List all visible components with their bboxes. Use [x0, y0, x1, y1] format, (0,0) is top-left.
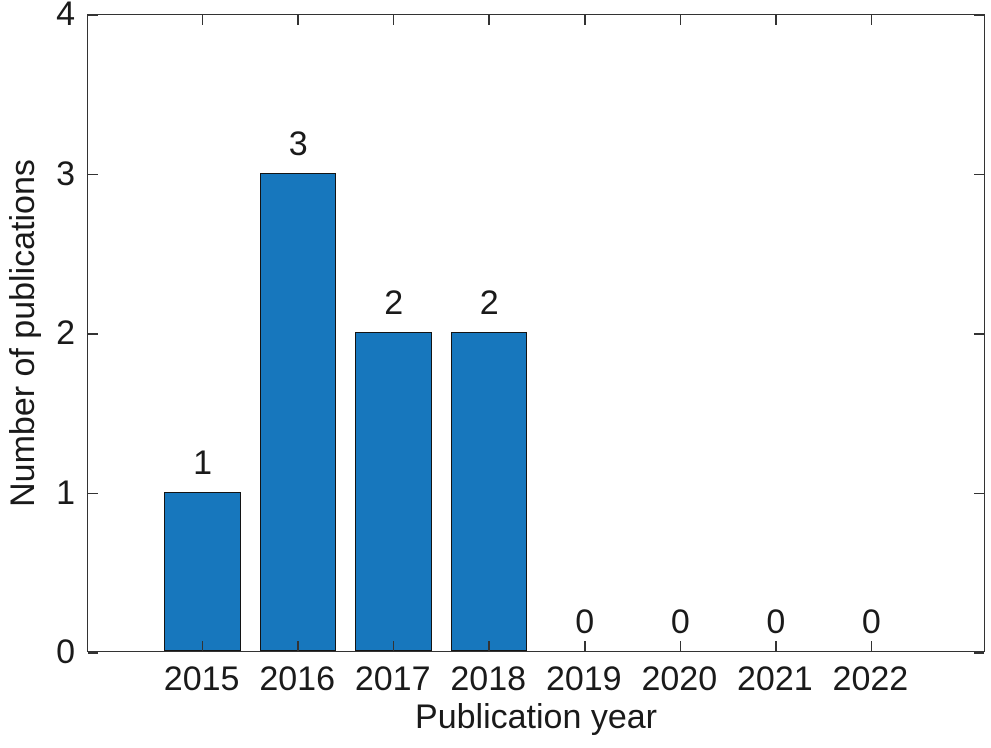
y-tick-mark [88, 652, 98, 654]
y-tick-mark-right [974, 173, 984, 176]
bar-2017 [355, 332, 432, 651]
y-tick-label: 2 [56, 314, 75, 352]
y-tick-mark-right [974, 333, 984, 335]
y-tick-mark-right [974, 652, 984, 654]
y-tick-label: 3 [56, 154, 75, 193]
x-tick-label: 2016 [259, 660, 335, 698]
x-tick-label: 2021 [737, 660, 813, 698]
x-tick-mark-top [297, 15, 299, 25]
x-tick-mark [201, 641, 204, 651]
x-tick-label: 2015 [163, 660, 240, 698]
x-tick-mark-top [679, 15, 682, 25]
x-tick-mark-top [392, 15, 395, 25]
y-tick-mark [88, 492, 98, 495]
bar-value-label: 2 [479, 284, 499, 322]
bar-2016 [259, 172, 337, 651]
y-tick-label: 4 [56, 0, 75, 33]
x-tick-label: 2019 [545, 660, 622, 698]
x-tick-label: 2022 [832, 660, 909, 698]
y-tick-mark-right [974, 492, 984, 495]
bar-value-label: 0 [861, 603, 881, 641]
bar-value-label: 2 [384, 284, 404, 322]
x-tick-mark [679, 641, 682, 651]
x-tick-mark-top [584, 15, 586, 25]
x-tick-mark [297, 641, 299, 651]
x-tick-mark [584, 641, 586, 651]
x-tick-mark [488, 641, 490, 651]
bar-value-label: 1 [193, 443, 213, 482]
y-tick-mark [88, 333, 98, 335]
bar-2018 [451, 332, 528, 651]
x-tick-mark [392, 641, 395, 651]
bar-value-label: 0 [670, 603, 690, 641]
x-tick-label: 2018 [450, 660, 527, 698]
x-tick-mark [775, 641, 777, 651]
y-tick-label: 0 [56, 633, 75, 671]
bar-value-label: 3 [288, 124, 308, 163]
x-tick-mark-top [201, 15, 204, 25]
plot-area: 1 3 2 2 0 0 0 0 [87, 14, 985, 654]
y-tick-mark [88, 14, 98, 16]
x-tick-mark-top [775, 15, 777, 25]
bar-2015 [164, 491, 241, 651]
x-tick-label: 2017 [354, 660, 431, 698]
bar-value-label: 0 [575, 603, 595, 641]
y-tick-mark-right [974, 14, 984, 16]
x-tick-mark-top [870, 15, 873, 25]
bar-value-label: 0 [766, 603, 786, 641]
y-tick-label: 1 [56, 473, 75, 512]
x-tick-mark-top [488, 15, 490, 25]
x-tick-mark [870, 641, 873, 651]
x-axis-label: Publication year [415, 698, 657, 736]
x-tick-label: 2020 [641, 660, 718, 698]
y-tick-mark [88, 173, 98, 176]
